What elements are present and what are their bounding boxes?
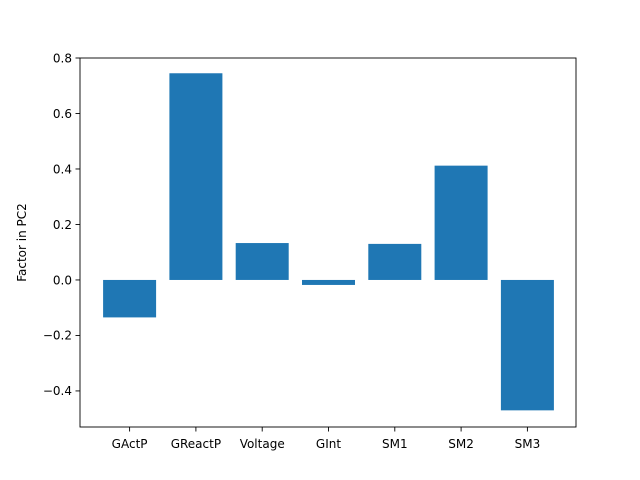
x-tick-label: Voltage — [240, 437, 285, 451]
y-tick-label: 0.0 — [53, 273, 72, 287]
bar-gint — [302, 279, 355, 285]
y-tick-label: 0.6 — [53, 107, 72, 121]
y-tick-label: 0.4 — [53, 162, 72, 176]
x-tick-label: SM3 — [515, 437, 541, 451]
x-tick-label: GInt — [316, 437, 341, 451]
plot-frame — [79, 57, 577, 428]
x-tick-label: SM1 — [382, 437, 408, 451]
y-axis: −0.4 −0.2 0.0 0.2 0.4 0.6 0.8 — [43, 51, 80, 398]
bar-sm2 — [434, 165, 488, 280]
y-tick-label: −0.2 — [43, 329, 72, 343]
y-tick-label: −0.4 — [43, 384, 72, 398]
y-tick-label: 0.2 — [53, 218, 72, 232]
bar-greactp — [169, 73, 223, 280]
bar-sm3 — [500, 279, 554, 411]
x-tick-label: GActP — [112, 437, 148, 451]
bar-voltage — [235, 243, 289, 280]
y-axis-label: Factor in PC2 — [15, 203, 29, 282]
bars-group — [103, 73, 554, 411]
x-tick-label: SM2 — [448, 437, 474, 451]
x-axis: GActP GReactP Voltage GInt SM1 SM2 SM3 — [112, 427, 541, 451]
x-tick-label: GReactP — [171, 437, 221, 451]
y-tick-label: 0.8 — [53, 51, 72, 65]
bar-sm1 — [368, 243, 422, 280]
bar-gactp — [103, 279, 157, 318]
